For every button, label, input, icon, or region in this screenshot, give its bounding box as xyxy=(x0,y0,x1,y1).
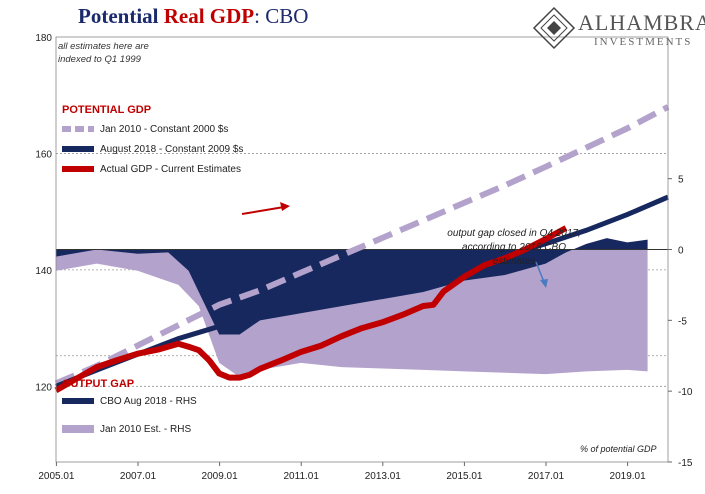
red-arrowhead xyxy=(280,202,290,211)
legend-swatch xyxy=(62,126,94,133)
left-tick-label: 120 xyxy=(35,382,52,393)
annotation-arrows xyxy=(241,202,548,288)
x-tick-label: 2017.01 xyxy=(528,471,565,482)
x-tick-label: 2015.01 xyxy=(446,471,483,482)
legend-jan2010-est: Jan 2010 Est. - RHS xyxy=(62,424,191,435)
blue-arrowhead xyxy=(540,279,548,288)
potential-gdp-lines xyxy=(54,104,670,394)
right-tick-label: 0 xyxy=(678,246,684,257)
legend-swatch xyxy=(62,425,94,434)
x-tick-label: 2007.01 xyxy=(120,471,157,482)
rhs-unit-label: % of potential GDP xyxy=(580,444,657,454)
x-tick-label: 2011.01 xyxy=(284,471,320,482)
red-arrow xyxy=(241,206,285,215)
legend-aug2018: August 2018 - Constant 2009 $s xyxy=(62,144,243,155)
right-tick-label: -5 xyxy=(678,316,687,327)
line-actual-gdp xyxy=(54,225,568,394)
x-tick-label: 2019.01 xyxy=(610,471,647,482)
line-jan2010 xyxy=(54,104,670,387)
potential-gdp-title: POTENTIAL GDP xyxy=(62,104,152,116)
left-tick-label: 180 xyxy=(35,33,52,44)
logo-subtitle: INVESTMENTS xyxy=(594,36,693,48)
x-tick-label: 2009.01 xyxy=(202,471,239,482)
output-gap-title: OUTPUT GAP xyxy=(62,378,135,390)
axes: 120 140 160 180 5 0 -5 -10 -15 2005.01 2007.01 2009… xyxy=(35,33,693,482)
legend-swatch xyxy=(62,146,94,153)
x-tick-label: 2005.01 xyxy=(38,471,75,482)
legend-jan2010: Jan 2010 - Constant 2000 $s xyxy=(62,124,228,135)
right-tick-label: -10 xyxy=(678,387,693,398)
left-tick-label: 160 xyxy=(35,149,52,160)
legend-swatch xyxy=(62,398,94,405)
legend-swatch xyxy=(62,166,94,173)
output-gap-annotation: output gap closed in Q4 2017, according … xyxy=(447,228,581,267)
left-tick-label: 140 xyxy=(35,266,52,277)
diamond-logo-icon xyxy=(532,6,576,50)
right-tick-label: 5 xyxy=(678,175,684,186)
legend-cbo-aug2018: CBO Aug 2018 - RHS xyxy=(62,396,197,407)
logo-name: ALHAMBRA xyxy=(578,10,705,35)
line-aug2018 xyxy=(55,194,669,389)
index-note: all estimates here are indexed to Q1 199… xyxy=(58,41,149,65)
blue-arrow xyxy=(535,261,545,283)
alhambra-logo: ALHAMBRA INVESTMENTS xyxy=(532,6,705,54)
right-tick-label: -15 xyxy=(678,458,693,469)
legend-actual-gdp: Actual GDP - Current Estimates xyxy=(62,164,241,175)
chart-title: Potential Real GDP: CBO xyxy=(78,4,309,28)
x-tick-label: 2013.01 xyxy=(365,471,402,482)
